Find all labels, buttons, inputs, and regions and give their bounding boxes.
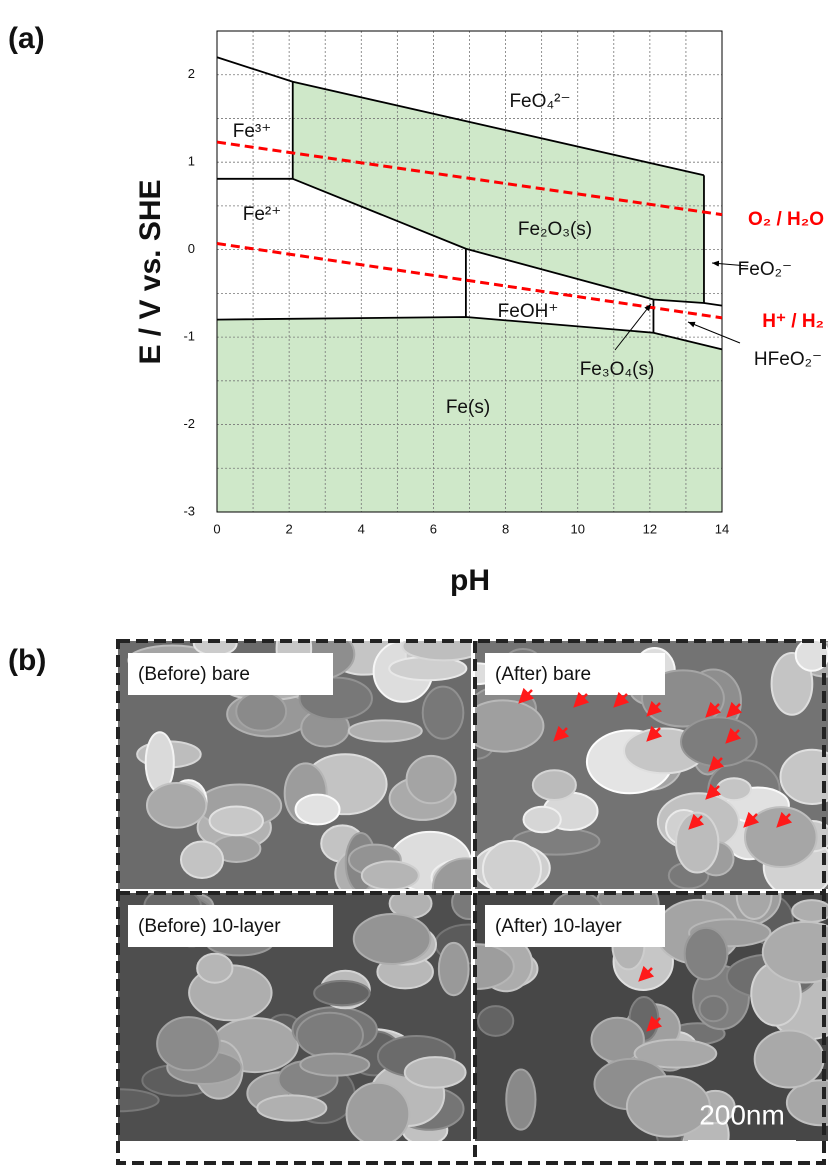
image-label: (Before) 10-layer [138,916,281,937]
grain [362,861,419,889]
y-axis-title: E / V vs. SHE [134,179,167,364]
series-label: H⁺ / H₂ [762,311,824,332]
grain [627,1076,710,1136]
grain [483,841,541,897]
grain [147,783,206,828]
grain [403,632,485,660]
grain [257,1095,326,1120]
image-label: (After) 10-layer [495,916,622,937]
sem-image: (Before) bare [118,619,505,917]
grain [685,928,728,980]
grain [297,1013,363,1058]
x-tick-label: 12 [643,521,657,536]
grain [506,1069,535,1129]
y-tick-label: 1 [188,154,195,169]
y-tick-label: -3 [183,503,195,518]
grain [194,632,237,655]
region-label: HFeO₂⁻ [754,349,822,370]
grain [700,996,728,1021]
grain [717,778,751,800]
region-label: Fe(s) [446,397,490,418]
image-label: (Before) bare [138,664,250,685]
grain [300,1054,369,1076]
grain [181,842,223,878]
region-label: Fe₃O₄(s) [580,359,655,380]
panel-label: (b) [8,644,46,677]
grain [354,914,431,964]
y-tick-label: 0 [188,241,195,256]
region-label: FeO₂⁻ [738,259,792,280]
grain [157,1017,220,1070]
grain [405,1057,466,1088]
series-label: O₂ / H₂O [748,209,824,230]
x-tick-label: 4 [358,521,365,536]
grain [296,795,340,825]
y-tick-label: -1 [183,329,195,344]
grain [533,770,576,800]
sem-image: (After) bare [450,639,828,898]
x-axis-title: pH [450,564,490,597]
y-tick-label: -2 [183,416,195,431]
grain [349,720,422,741]
grain [314,981,369,1005]
grain [681,717,757,766]
x-tick-label: 14 [715,521,729,536]
grain [347,1083,410,1146]
region-label: FeOH⁺ [498,301,559,322]
region-label: Fe³⁺ [233,121,272,142]
grain [755,1030,824,1087]
grain [478,1006,513,1036]
x-tick-label: 8 [502,521,509,536]
sem-image: (Before) 10-layer [78,886,501,1146]
grain [407,756,456,803]
scale-bar-label: 200nm [699,1099,785,1130]
x-tick-label: 10 [570,521,584,536]
scale-bar [688,1140,796,1150]
grain [210,806,263,835]
x-tick-label: 2 [286,521,293,536]
x-tick-label: 6 [430,521,437,536]
y-tick-label: 2 [188,66,195,81]
grain [423,687,464,739]
grain [524,807,561,833]
x-tick-label: 0 [213,521,220,536]
region-label: Fe₂O₃(s) [518,219,592,240]
region-label: FeO₄²⁻ [509,91,570,112]
region-label: Fe²⁺ [243,204,282,225]
grain [462,700,543,751]
image-label: (After) bare [495,664,591,685]
panel-label: (a) [8,22,45,55]
grain [236,692,286,731]
figure: (a) (b) pH E / V vs. SHE 02468101214-3-2… [0,0,828,1165]
grain [197,954,232,983]
grain [439,943,469,995]
